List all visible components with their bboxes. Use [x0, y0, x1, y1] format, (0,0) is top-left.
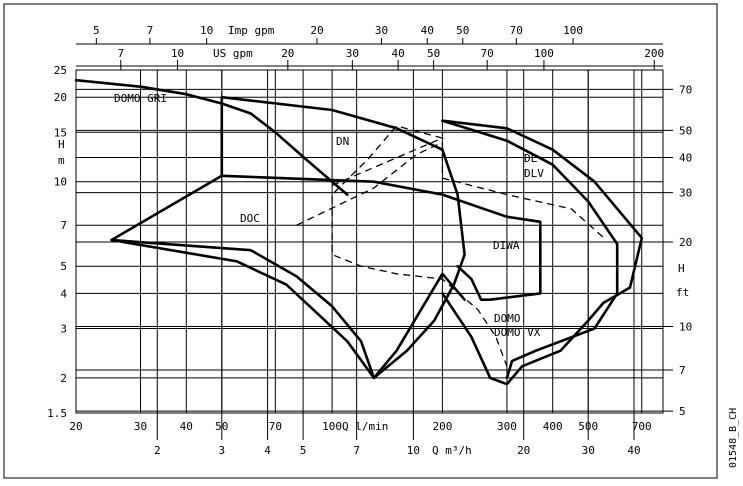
tick-ft: 50 — [679, 124, 692, 137]
left-axis-unit-m: m — [58, 154, 65, 167]
pump-curves — [74, 78, 644, 386]
curve-dn — [110, 95, 466, 380]
tick-m3h: 10 — [407, 444, 420, 457]
label-domo-gri: DOMO GRI — [114, 92, 167, 105]
tick-m3h: 4 — [264, 444, 271, 457]
tick-lmin: 300 — [497, 420, 517, 433]
tick-imp: 50 — [456, 24, 469, 37]
tick-lmin: 30 — [134, 420, 147, 433]
tick-imp: 30 — [375, 24, 388, 37]
tick-lmin: 700 — [632, 420, 652, 433]
tick-m3h: 2 — [154, 444, 161, 457]
tick-m3h: 30 — [582, 444, 595, 457]
tick-us: 200 — [644, 47, 664, 60]
label-dl: DL — [524, 152, 538, 165]
tick-lmin: 100 — [322, 420, 342, 433]
tick-m: 7 — [60, 219, 67, 232]
top-axes — [76, 38, 663, 70]
tick-m: 3 — [60, 322, 67, 335]
right-axis-unit-ft: ft — [676, 286, 689, 299]
label-dlv: DLV — [524, 167, 544, 180]
tick-us: 7 — [117, 47, 124, 60]
tick-m: 20 — [54, 91, 67, 104]
q-m3h-label: Q m³/h — [432, 444, 472, 457]
plot-frame — [75, 69, 664, 414]
tick-lmin: 400 — [543, 420, 563, 433]
image-code: 01548_B_CH — [728, 408, 739, 468]
tick-ft: 10 — [679, 321, 692, 334]
tick-m3h: 3 — [218, 444, 225, 457]
tick-m: 2 — [60, 372, 67, 385]
tick-lmin: 70 — [269, 420, 282, 433]
tick-imp: 7 — [147, 24, 154, 37]
tick-us: 10 — [171, 47, 184, 60]
curve-diwa — [220, 174, 542, 301]
label-dn: DN — [336, 135, 349, 148]
right-axis-unit-h: H — [678, 262, 685, 275]
curve-domo-domo-vx — [441, 119, 619, 380]
tick-imp: 20 — [310, 24, 323, 37]
tick-lmin: 500 — [578, 420, 598, 433]
curve-dashed-7 — [296, 141, 607, 241]
tick-m3h: 40 — [627, 444, 640, 457]
curve-dashed-6 — [331, 125, 508, 367]
label-domo: DOMO — [494, 312, 521, 325]
left-axis-unit-h: H — [58, 138, 65, 151]
tick-ft: 30 — [679, 187, 692, 200]
tick-us: 70 — [481, 47, 494, 60]
label-doc: DOC — [240, 212, 260, 225]
tick-m: 1.5 — [47, 407, 67, 420]
tick-us: 40 — [391, 47, 404, 60]
curve-dl-dlv — [441, 119, 644, 386]
tick-lmin: 40 — [180, 420, 193, 433]
tick-imp: 100 — [563, 24, 583, 37]
grid-lines — [75, 69, 673, 440]
curve-doc — [110, 238, 466, 380]
tick-lmin: 50 — [215, 420, 228, 433]
tick-m: 15 — [54, 126, 67, 139]
tick-ft: 5 — [679, 405, 686, 418]
tick-ft: 20 — [679, 236, 692, 249]
us-gpm-label: US gpm — [213, 47, 253, 60]
tick-us: 20 — [281, 47, 294, 60]
tick-imp: 5 — [93, 24, 100, 37]
tick-lmin: 20 — [69, 420, 82, 433]
label-diwa: DIWA — [493, 239, 520, 252]
tick-ft: 40 — [679, 152, 692, 165]
tick-us: 30 — [346, 47, 359, 60]
tick-imp: 40 — [421, 24, 434, 37]
tick-ft: 70 — [679, 83, 692, 96]
outer-border — [3, 3, 718, 479]
tick-us: 50 — [427, 47, 440, 60]
tick-m: 5 — [60, 260, 67, 273]
tick-us: 100 — [534, 47, 554, 60]
tick-lmin: 200 — [432, 420, 452, 433]
curve-domo-gri — [74, 78, 349, 196]
tick-m: 25 — [54, 64, 67, 77]
tick-m: 4 — [60, 287, 67, 300]
label-domo-vx: DOMO VX — [494, 326, 541, 339]
tick-m3h: 5 — [300, 444, 307, 457]
imp-gpm-label: Imp gpm — [228, 24, 275, 37]
tick-m3h: 7 — [353, 444, 360, 457]
tick-ft: 7 — [679, 364, 686, 377]
tick-m: 10 — [54, 176, 67, 189]
tick-m3h: 20 — [517, 444, 530, 457]
tick-imp: 70 — [510, 24, 523, 37]
q-lmin-label: Q l/min — [342, 420, 388, 433]
tick-imp: 10 — [200, 24, 213, 37]
